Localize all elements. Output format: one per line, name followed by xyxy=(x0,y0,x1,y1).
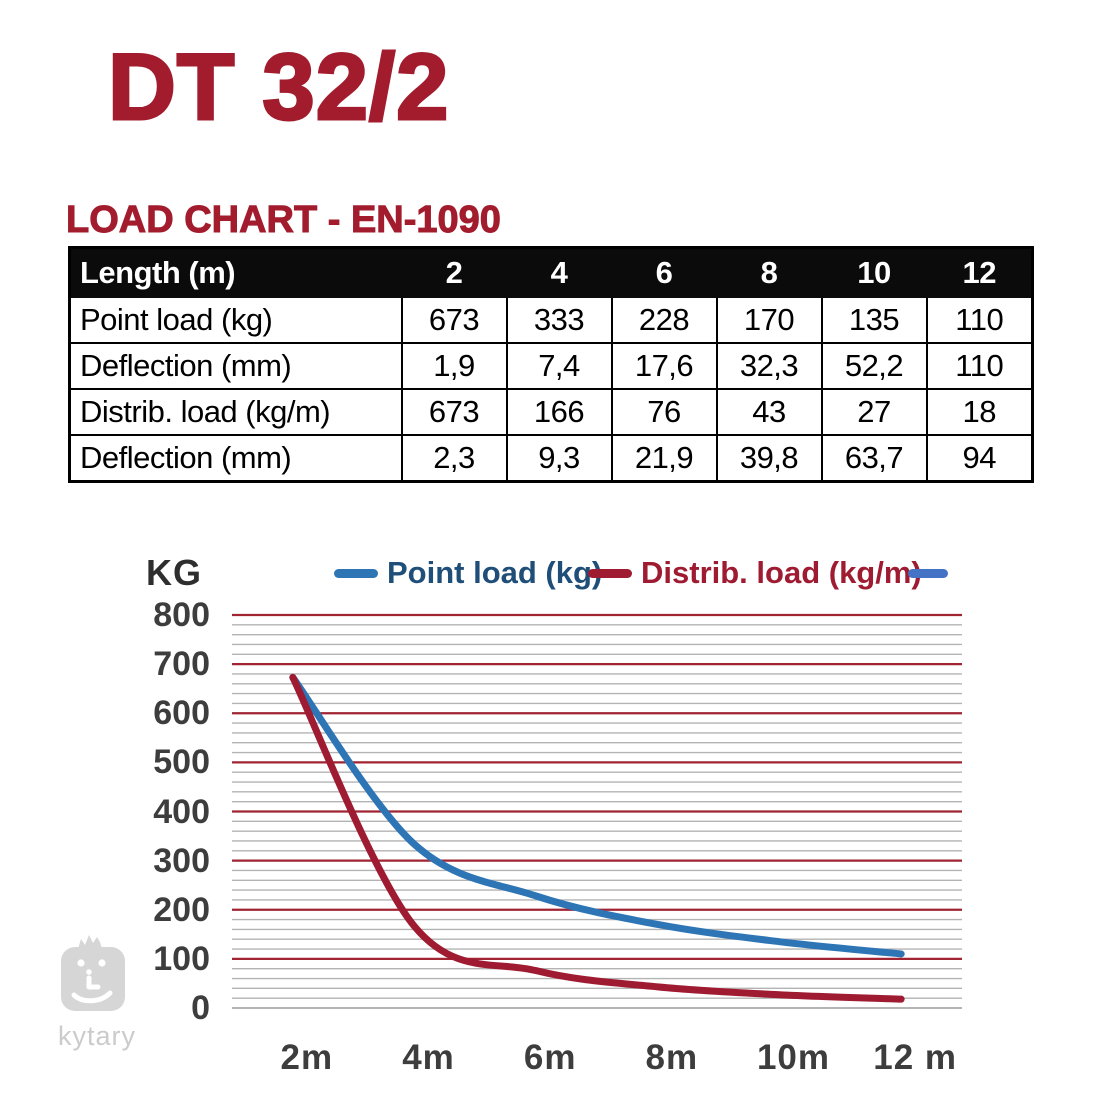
table-cell: 2,3 xyxy=(400,434,508,483)
table-cell: 170 xyxy=(715,296,823,344)
load-table: Length (m) 2 4 6 8 10 12 Point load (kg) 673 333… xyxy=(68,246,1034,483)
x-tick-label: 2m xyxy=(280,1038,334,1077)
table-row-label: Point load (kg) xyxy=(68,296,403,344)
y-tick-label: 800 xyxy=(153,596,210,634)
table-cell: 32,3 xyxy=(715,342,823,390)
table-header-label: Length (m) xyxy=(68,246,403,298)
y-tick-label: 100 xyxy=(153,939,210,978)
table-row-label: Distrib. load (kg/m) xyxy=(68,388,403,436)
y-axis-title: KG xyxy=(146,552,202,593)
table-header-value: 12 xyxy=(925,246,1034,298)
x-tick-label: 12 m xyxy=(873,1038,958,1077)
table-row-label: Deflection (mm) xyxy=(68,434,403,483)
load-table-body: Point load (kg) 673 333 228 170 135 110 Deflect… xyxy=(68,296,1034,483)
table-row: Point load (kg) 673 333 228 170 135 110 xyxy=(68,296,1034,344)
product-title: DT 32/2 xyxy=(106,34,450,139)
section-heading: LOAD CHART - EN-1090 xyxy=(66,199,502,241)
x-tick-label: 8m xyxy=(645,1038,699,1077)
table-header-value: 6 xyxy=(610,246,718,298)
kytary-logo-icon xyxy=(61,935,125,1011)
table-header-value: 4 xyxy=(505,246,613,298)
table-cell: 166 xyxy=(505,388,613,436)
legend-dash-point-load-icon xyxy=(334,568,378,578)
legend-item-distrib-load: Distrib. load (kg/m) xyxy=(588,555,922,590)
y-tick-label: 600 xyxy=(153,694,210,733)
x-tick-label: 4m xyxy=(402,1038,455,1077)
kytary-watermark: kytary xyxy=(58,933,138,1052)
table-header-row: Length (m) 2 4 6 8 10 12 xyxy=(68,246,1034,298)
table-cell: 9,3 xyxy=(505,434,613,483)
y-tick-label: 300 xyxy=(153,841,210,880)
table-cell: 7,4 xyxy=(505,342,613,390)
legend-label-distrib-load: Distrib. load (kg/m) xyxy=(641,555,922,590)
table-cell: 21,9 xyxy=(610,434,718,483)
load-table-head: Length (m) 2 4 6 8 10 12 xyxy=(68,246,1034,298)
y-tick-label: 700 xyxy=(153,645,210,684)
legend-label-point-load: Point load (kg) xyxy=(387,555,603,590)
table-cell: 39,8 xyxy=(715,434,823,483)
table-cell: 76 xyxy=(610,388,718,436)
table-cell: 43 xyxy=(715,388,823,436)
table-cell: 27 xyxy=(820,388,928,436)
y-tick-label: 200 xyxy=(153,890,210,929)
table-cell: 18 xyxy=(925,388,1034,436)
table-cell: 673 xyxy=(400,388,508,436)
series-line-0 xyxy=(289,673,905,958)
table-cell: 63,7 xyxy=(820,434,928,483)
table-row-label: Deflection (mm) xyxy=(68,342,403,390)
table-cell: 1,9 xyxy=(400,342,508,390)
y-tick-label: 0 xyxy=(191,989,210,1027)
y-tick-label: 500 xyxy=(153,743,210,782)
table-cell: 110 xyxy=(925,296,1034,344)
table-header-value: 10 xyxy=(820,246,928,298)
table-header-value: 8 xyxy=(715,246,823,298)
table-cell: 52,2 xyxy=(820,342,928,390)
table-cell: 94 xyxy=(925,434,1034,483)
x-tick-label: 10m xyxy=(756,1038,831,1077)
legend-item-point-load: Point load (kg) xyxy=(334,555,603,590)
kytary-watermark-text: kytary xyxy=(58,1021,137,1051)
table-header-value: 2 xyxy=(400,246,508,298)
y-tick-label: 400 xyxy=(153,792,210,831)
table-row: Deflection (mm) 1,9 7,4 17,6 32,3 52,2 110 xyxy=(68,342,1034,390)
table-row: Deflection (mm) 2,3 9,3 21,9 39,8 63,7 94 xyxy=(68,434,1034,483)
table-cell: 110 xyxy=(925,342,1034,390)
table-cell: 333 xyxy=(505,296,613,344)
legend-item-partial xyxy=(908,557,948,589)
legend-dash-extra-icon xyxy=(908,568,948,578)
table-cell: 135 xyxy=(820,296,928,344)
x-tick-label: 6m xyxy=(523,1038,577,1077)
table-cell: 673 xyxy=(400,296,508,344)
table-cell: 17,6 xyxy=(610,342,718,390)
legend-dash-distrib-load-icon xyxy=(588,568,632,578)
series-line-1 xyxy=(289,673,905,1003)
table-cell: 228 xyxy=(610,296,718,344)
table-row: Distrib. load (kg/m) 673 166 76 43 27 18 xyxy=(68,388,1034,436)
